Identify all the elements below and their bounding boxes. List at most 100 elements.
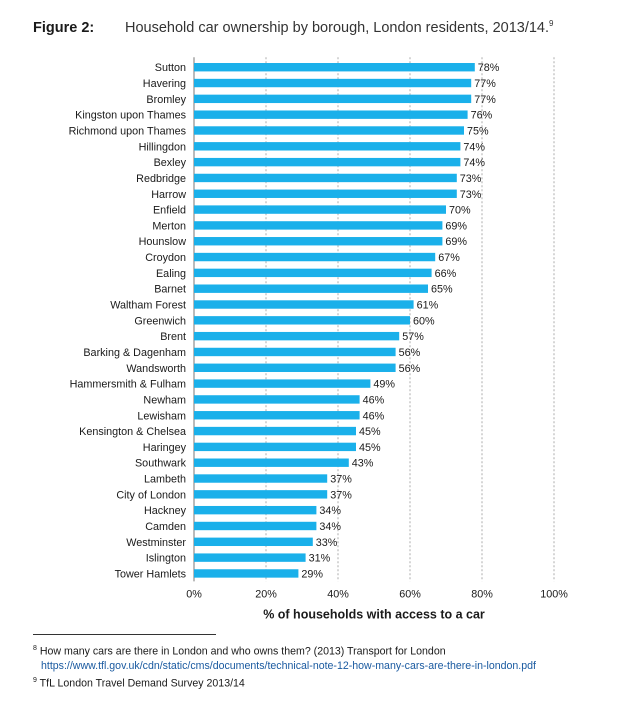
- category-label: Enfield: [153, 205, 186, 217]
- category-label: Havering: [143, 78, 186, 90]
- category-label: Barnet: [154, 284, 186, 296]
- bar: [194, 78, 472, 88]
- category-label: Redbridge: [136, 173, 186, 185]
- category-label: Hounslow: [139, 236, 187, 248]
- bar: [194, 411, 360, 420]
- category-label: Greenwich: [134, 315, 186, 327]
- value-label: 46%: [363, 394, 385, 406]
- value-label: 45%: [359, 442, 381, 454]
- category-label: Hammersmith & Fulham: [70, 379, 186, 391]
- value-label: 57%: [402, 331, 424, 343]
- category-label: Bromley: [146, 94, 186, 106]
- category-label: Croydon: [145, 252, 186, 264]
- value-label: 67%: [438, 252, 460, 264]
- value-label: 33%: [316, 537, 338, 549]
- value-label: 37%: [330, 489, 352, 501]
- bar: [194, 537, 313, 547]
- bar: [194, 569, 299, 578]
- figure-title-text: Household car ownership by borough, Lond…: [125, 19, 550, 36]
- value-label: 60%: [413, 315, 435, 327]
- bar: [194, 395, 360, 404]
- category-label: Kensington & Chelsea: [79, 426, 186, 438]
- bar: [194, 126, 464, 135]
- category-label: Islington: [146, 553, 186, 565]
- bar: [194, 331, 400, 341]
- category-label: Tower Hamlets: [115, 568, 187, 580]
- value-label: 78%: [478, 62, 500, 74]
- bar: [194, 205, 446, 214]
- bar: [194, 474, 328, 483]
- category-label: Lewisham: [137, 410, 186, 422]
- bar: [194, 252, 436, 262]
- bar: [194, 505, 317, 515]
- value-label: 56%: [399, 347, 421, 359]
- value-label: 49%: [373, 379, 395, 391]
- figure-title-ref: 9: [549, 19, 554, 28]
- bar: [194, 189, 457, 198]
- value-label: 29%: [301, 568, 323, 580]
- value-label: 37%: [330, 474, 352, 486]
- figure-label: Figure 2:: [33, 19, 95, 36]
- value-label: 45%: [359, 426, 381, 438]
- category-label: Camden: [145, 521, 186, 533]
- value-label: 69%: [445, 220, 467, 232]
- category-label: Ealing: [156, 268, 186, 280]
- value-label: 34%: [319, 505, 341, 517]
- footnote-divider: [33, 634, 216, 635]
- footnote-9-text: TfL London Travel Demand Survey 2013/14: [39, 677, 245, 690]
- figure-heading: Figure 2: Household car ownership by boro…: [33, 19, 553, 36]
- bar: [194, 553, 306, 562]
- figure-title: Household car ownership by borough, Lond…: [125, 19, 554, 36]
- value-label: 74%: [463, 141, 485, 153]
- category-label: Sutton: [155, 62, 186, 74]
- footnote-9-ref: 9: [33, 676, 37, 684]
- x-tick-label: 80%: [471, 588, 493, 600]
- bar: [194, 268, 432, 278]
- value-label: 34%: [319, 521, 341, 533]
- value-label: 77%: [474, 94, 496, 106]
- bar: [194, 442, 356, 452]
- category-label: Newham: [143, 394, 186, 406]
- category-label: Lambeth: [144, 474, 186, 486]
- bar: [194, 94, 472, 104]
- bar: [194, 426, 356, 436]
- value-label: 73%: [460, 189, 482, 201]
- category-label: Brent: [160, 331, 186, 343]
- footnote-8-ref: 8: [33, 645, 37, 652]
- bar: [194, 490, 328, 499]
- value-label: 31%: [309, 553, 331, 565]
- category-label: Bexley: [154, 157, 187, 169]
- category-label: Hackney: [144, 505, 187, 517]
- category-label: Hillingdon: [139, 141, 186, 153]
- value-label: 74%: [463, 157, 485, 169]
- value-label: 75%: [467, 125, 489, 137]
- category-label: Kingston upon Thames: [75, 110, 186, 122]
- bar: [194, 284, 428, 293]
- x-tick-label: 100%: [540, 588, 568, 600]
- bar: [194, 110, 468, 119]
- x-tick-label: 0%: [186, 588, 202, 600]
- bar: [194, 142, 461, 151]
- category-label: Haringey: [143, 442, 187, 454]
- footnote-8-text: How many cars are there in London and wh…: [39, 645, 446, 658]
- category-label: Wandsworth: [126, 363, 186, 375]
- bar-chart: Sutton 78% Havering 77% Bromley 77% Kingston u…: [69, 57, 568, 621]
- bar: [194, 300, 414, 309]
- value-label: 61%: [417, 300, 439, 312]
- value-label: 73%: [460, 173, 482, 185]
- value-label: 46%: [363, 410, 385, 422]
- value-label: 66%: [435, 268, 457, 280]
- bar: [194, 521, 317, 531]
- footnote-8-link[interactable]: https://www.tfl.gov.uk/cdn/static/cms/do…: [41, 660, 536, 673]
- bar: [194, 363, 396, 372]
- value-label: 69%: [445, 236, 467, 248]
- footnotes: 8 How many cars are there in London and …: [33, 642, 623, 691]
- x-axis-title: % of households with access to a car: [263, 607, 485, 621]
- category-label: City of London: [116, 489, 186, 501]
- category-label: Richmond upon Thames: [69, 125, 187, 137]
- value-label: 76%: [471, 110, 493, 122]
- bar: [194, 458, 349, 467]
- footnote-8: 8 How many cars are there in London and …: [33, 642, 623, 659]
- value-label: 43%: [352, 458, 374, 470]
- value-label: 56%: [399, 363, 421, 375]
